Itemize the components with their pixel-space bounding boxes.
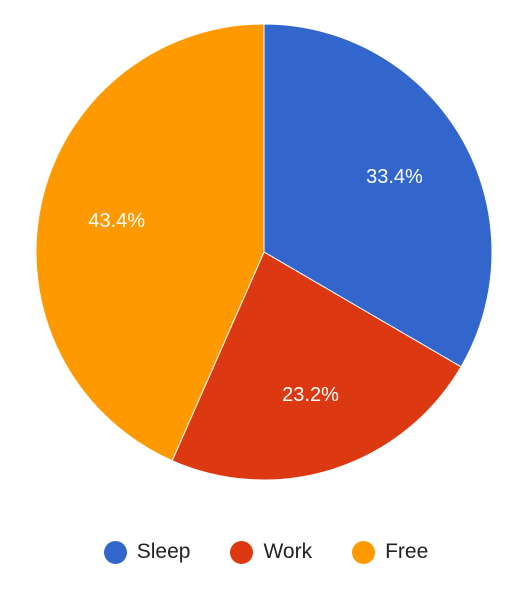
legend-label-work: Work [263,540,313,563]
pie-slice-label-free: 43.4% [88,210,145,232]
pie-slices [35,23,493,481]
legend-swatch-free [352,540,376,564]
pie-slice-label-work: 23.2% [282,384,339,406]
pie-slice-free[interactable] [35,23,265,462]
pie-slice-work[interactable] [171,251,462,481]
chart-legend: Sleep Work Free [0,536,532,568]
pie-slice-labels: 33.4% 23.2% 43.4% [88,166,423,406]
legend-item-sleep[interactable]: Sleep [103,540,191,564]
pie-slice-sleep[interactable] [263,23,493,368]
legend-label-sleep: Sleep [136,540,191,563]
legend-swatch-sleep [103,540,127,564]
legend-label-free: Free [385,540,429,563]
pie-slice-label-sleep: 33.4% [366,166,423,188]
legend-item-work[interactable]: Work [230,540,312,564]
legend-item-free[interactable]: Free [352,540,428,564]
legend-swatch-work [230,540,254,564]
